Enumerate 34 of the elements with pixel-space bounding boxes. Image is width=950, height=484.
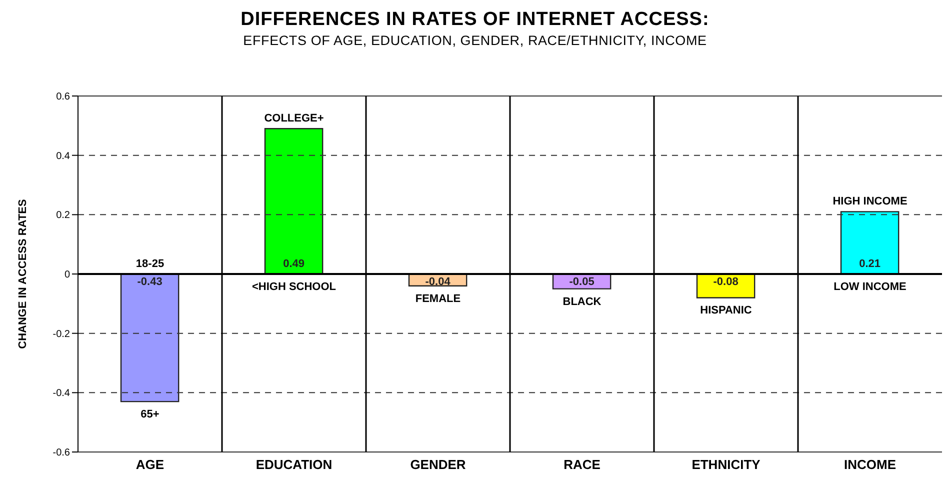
data-label: 0.21	[859, 258, 881, 270]
bar	[120, 273, 180, 402]
y-tick-label: 0.2	[56, 210, 70, 222]
chart-title: DIFFERENCES IN RATES OF INTERNET ACCESS:	[240, 8, 710, 32]
y-tick-label: 0	[64, 270, 70, 281]
y-axis-title: CHANGE IN ACCESS RATES	[16, 199, 29, 349]
data-label: -0.08	[713, 276, 738, 288]
annotation: HIGH INCOME	[832, 196, 908, 208]
bar	[840, 211, 900, 275]
data-label: -0.04	[425, 276, 452, 288]
y-tick-label: 0.6	[56, 92, 70, 103]
chart-subtitle: EFFECTS OF AGE, EDUCATION, GENDER, RACE/ETHNICITY, INCOME	[242, 32, 708, 50]
y-tick-label: 0.4	[56, 150, 70, 162]
bar	[264, 128, 324, 275]
annotation: HISPANIC	[700, 304, 752, 317]
x-tick-label: RACE	[564, 457, 601, 472]
x-tick-label: AGE	[136, 457, 164, 472]
annotation: FEMALE	[415, 292, 461, 305]
annotation: BLACK	[562, 296, 602, 308]
data-label: 0.49	[283, 258, 305, 270]
x-tick-label: INCOME	[844, 457, 896, 472]
x-tick-label: EDUCATION	[256, 457, 332, 472]
annotation: <HIGH SCHOOL	[252, 281, 336, 293]
x-tick-label: ETHNICITY	[692, 457, 761, 472]
data-label: -0.05	[569, 276, 594, 288]
annotation: 18-25	[136, 258, 164, 270]
annotation: LOW INCOME	[834, 281, 906, 293]
data-label: -0.43	[137, 276, 162, 288]
y-tick-label: -0.6	[52, 448, 70, 459]
y-tick-label: -0.4	[52, 388, 70, 400]
annotation: COLLEGE+	[264, 112, 324, 125]
annotation: 65+	[140, 408, 160, 421]
y-tick-label: -0.2	[52, 328, 70, 340]
x-tick-label: GENDER	[410, 457, 466, 472]
